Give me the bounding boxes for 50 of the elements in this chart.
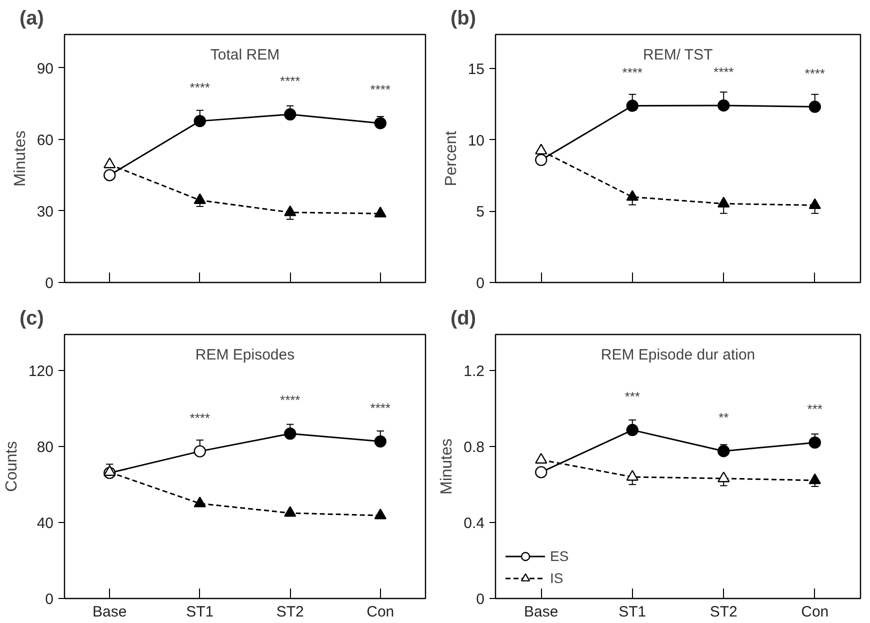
y-axis-title: Minutes	[438, 438, 456, 495]
y-tick-label: 1.2	[464, 363, 485, 380]
text: (c)	[20, 308, 44, 330]
y-tick-label: 120	[28, 363, 54, 380]
annotation: ****	[280, 73, 300, 88]
x-tick-label: Con	[366, 604, 394, 620]
y-tick-label: 90	[36, 60, 54, 78]
x-tick-label: ST2	[276, 604, 304, 620]
annotation: ****	[190, 410, 210, 426]
y-tick-label: 5	[476, 204, 484, 221]
y-tick-label: 10	[468, 132, 485, 150]
y-tick-label: 80	[36, 439, 54, 456]
text: REM Episode dur ation	[600, 346, 756, 364]
y-tick-label: 0	[45, 275, 54, 292]
text: REM Episodes	[195, 346, 295, 364]
annotation: ***	[624, 389, 640, 404]
y-tick-label: 0	[476, 275, 484, 292]
x-tick-label: Con	[801, 604, 829, 620]
text: (a)	[20, 8, 44, 30]
x-tick-label: ST1	[186, 604, 214, 620]
annotation: ****	[190, 80, 210, 96]
y-tick-label: 0	[45, 591, 54, 608]
y-tick-label: 30	[36, 203, 54, 220]
x-tick-label: ST1	[618, 604, 646, 620]
annotation: ****	[280, 392, 300, 408]
text: (b)	[450, 8, 476, 30]
y-axis-title: Counts	[3, 441, 20, 492]
text: (d)	[450, 308, 476, 330]
x-tick-label: ST2	[710, 604, 738, 620]
y-tick-label: 40	[36, 515, 54, 532]
y-axis-title: Percent	[442, 130, 460, 186]
text: REM/ TST	[643, 46, 713, 64]
annotation: ****	[804, 66, 826, 81]
annotation: ****	[714, 64, 734, 80]
annotation: ****	[370, 82, 391, 98]
x-tick-label: Base	[524, 604, 558, 620]
y-tick-label: 15	[468, 61, 485, 78]
text: Total REM	[210, 46, 280, 64]
y-axis-title: Minutes	[12, 130, 29, 187]
x-tick-label: Base	[92, 604, 127, 620]
annotation: ****	[622, 64, 643, 80]
y-tick-label: 60	[36, 132, 54, 149]
y-tick-label: 0.8	[464, 439, 485, 456]
annotation: ***	[807, 402, 822, 417]
annotation: ****	[370, 400, 391, 416]
annotation: **	[718, 410, 729, 426]
y-tick-label: 0.4	[464, 515, 485, 532]
y-tick-label: 0	[476, 591, 484, 608]
legend-label: ES	[550, 548, 570, 564]
legend-label: IS	[550, 570, 564, 586]
